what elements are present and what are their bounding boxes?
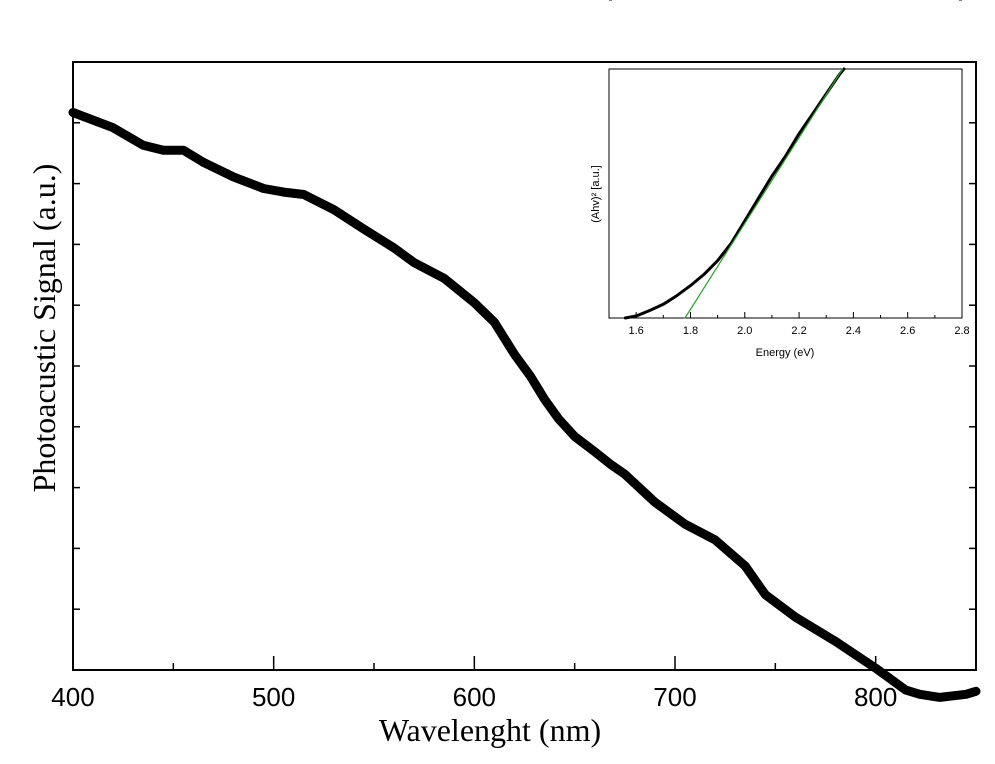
inset-series	[623, 67, 846, 320]
inset-chart: 1.6 1.8 2.0 2.2 2.4 2.6 2.8 Energy (eV) (Ahv)²…	[590, 0, 970, 359]
main-x-tick-label: 600	[453, 682, 496, 712]
inset-x-tick-label: 2.2	[791, 325, 806, 337]
inset-x-tick-label: 2.0	[737, 325, 752, 337]
main-y-axis-title: Photoacustic Signal (a.u.)	[26, 164, 62, 493]
main-y-ticks	[73, 61, 976, 671]
main-x-tick-label: 700	[653, 682, 696, 712]
inset-y-axis-title: (Ahv)² [a.u.]	[590, 165, 602, 222]
main-series-line	[68, 108, 981, 702]
inset-x-ticks: 1.6 1.8 2.0 2.2 2.4 2.6 2.8	[629, 312, 970, 337]
main-x-tick-label: 800	[854, 682, 897, 712]
inset-x-tick-label: 1.8	[683, 325, 698, 337]
inset-series-line	[623, 67, 846, 320]
inset-background	[609, 69, 962, 318]
inset-x-axis-title: Energy (eV)	[756, 347, 815, 359]
inset-x-tick-label: 2.8	[954, 325, 969, 337]
main-x-tick-label: 500	[252, 682, 295, 712]
inset-fit-line	[684, 68, 844, 319]
main-x-ticks: 400 500 600 700 800	[51, 656, 897, 712]
main-x-axis-title: Wavelenght (nm)	[379, 712, 601, 748]
inset-plot-frame	[608, 68, 963, 319]
inset-x-tick-label: 2.4	[846, 325, 861, 337]
inset-x-tick-label: 2.6	[900, 325, 915, 337]
inset-x-tick-label: 1.6	[629, 325, 644, 337]
main-x-tick-label: 400	[51, 682, 94, 712]
main-series	[68, 108, 981, 702]
main-chart: 400 500 600 700 800 Wavelenght (nm) Photoacu…	[26, 61, 981, 748]
